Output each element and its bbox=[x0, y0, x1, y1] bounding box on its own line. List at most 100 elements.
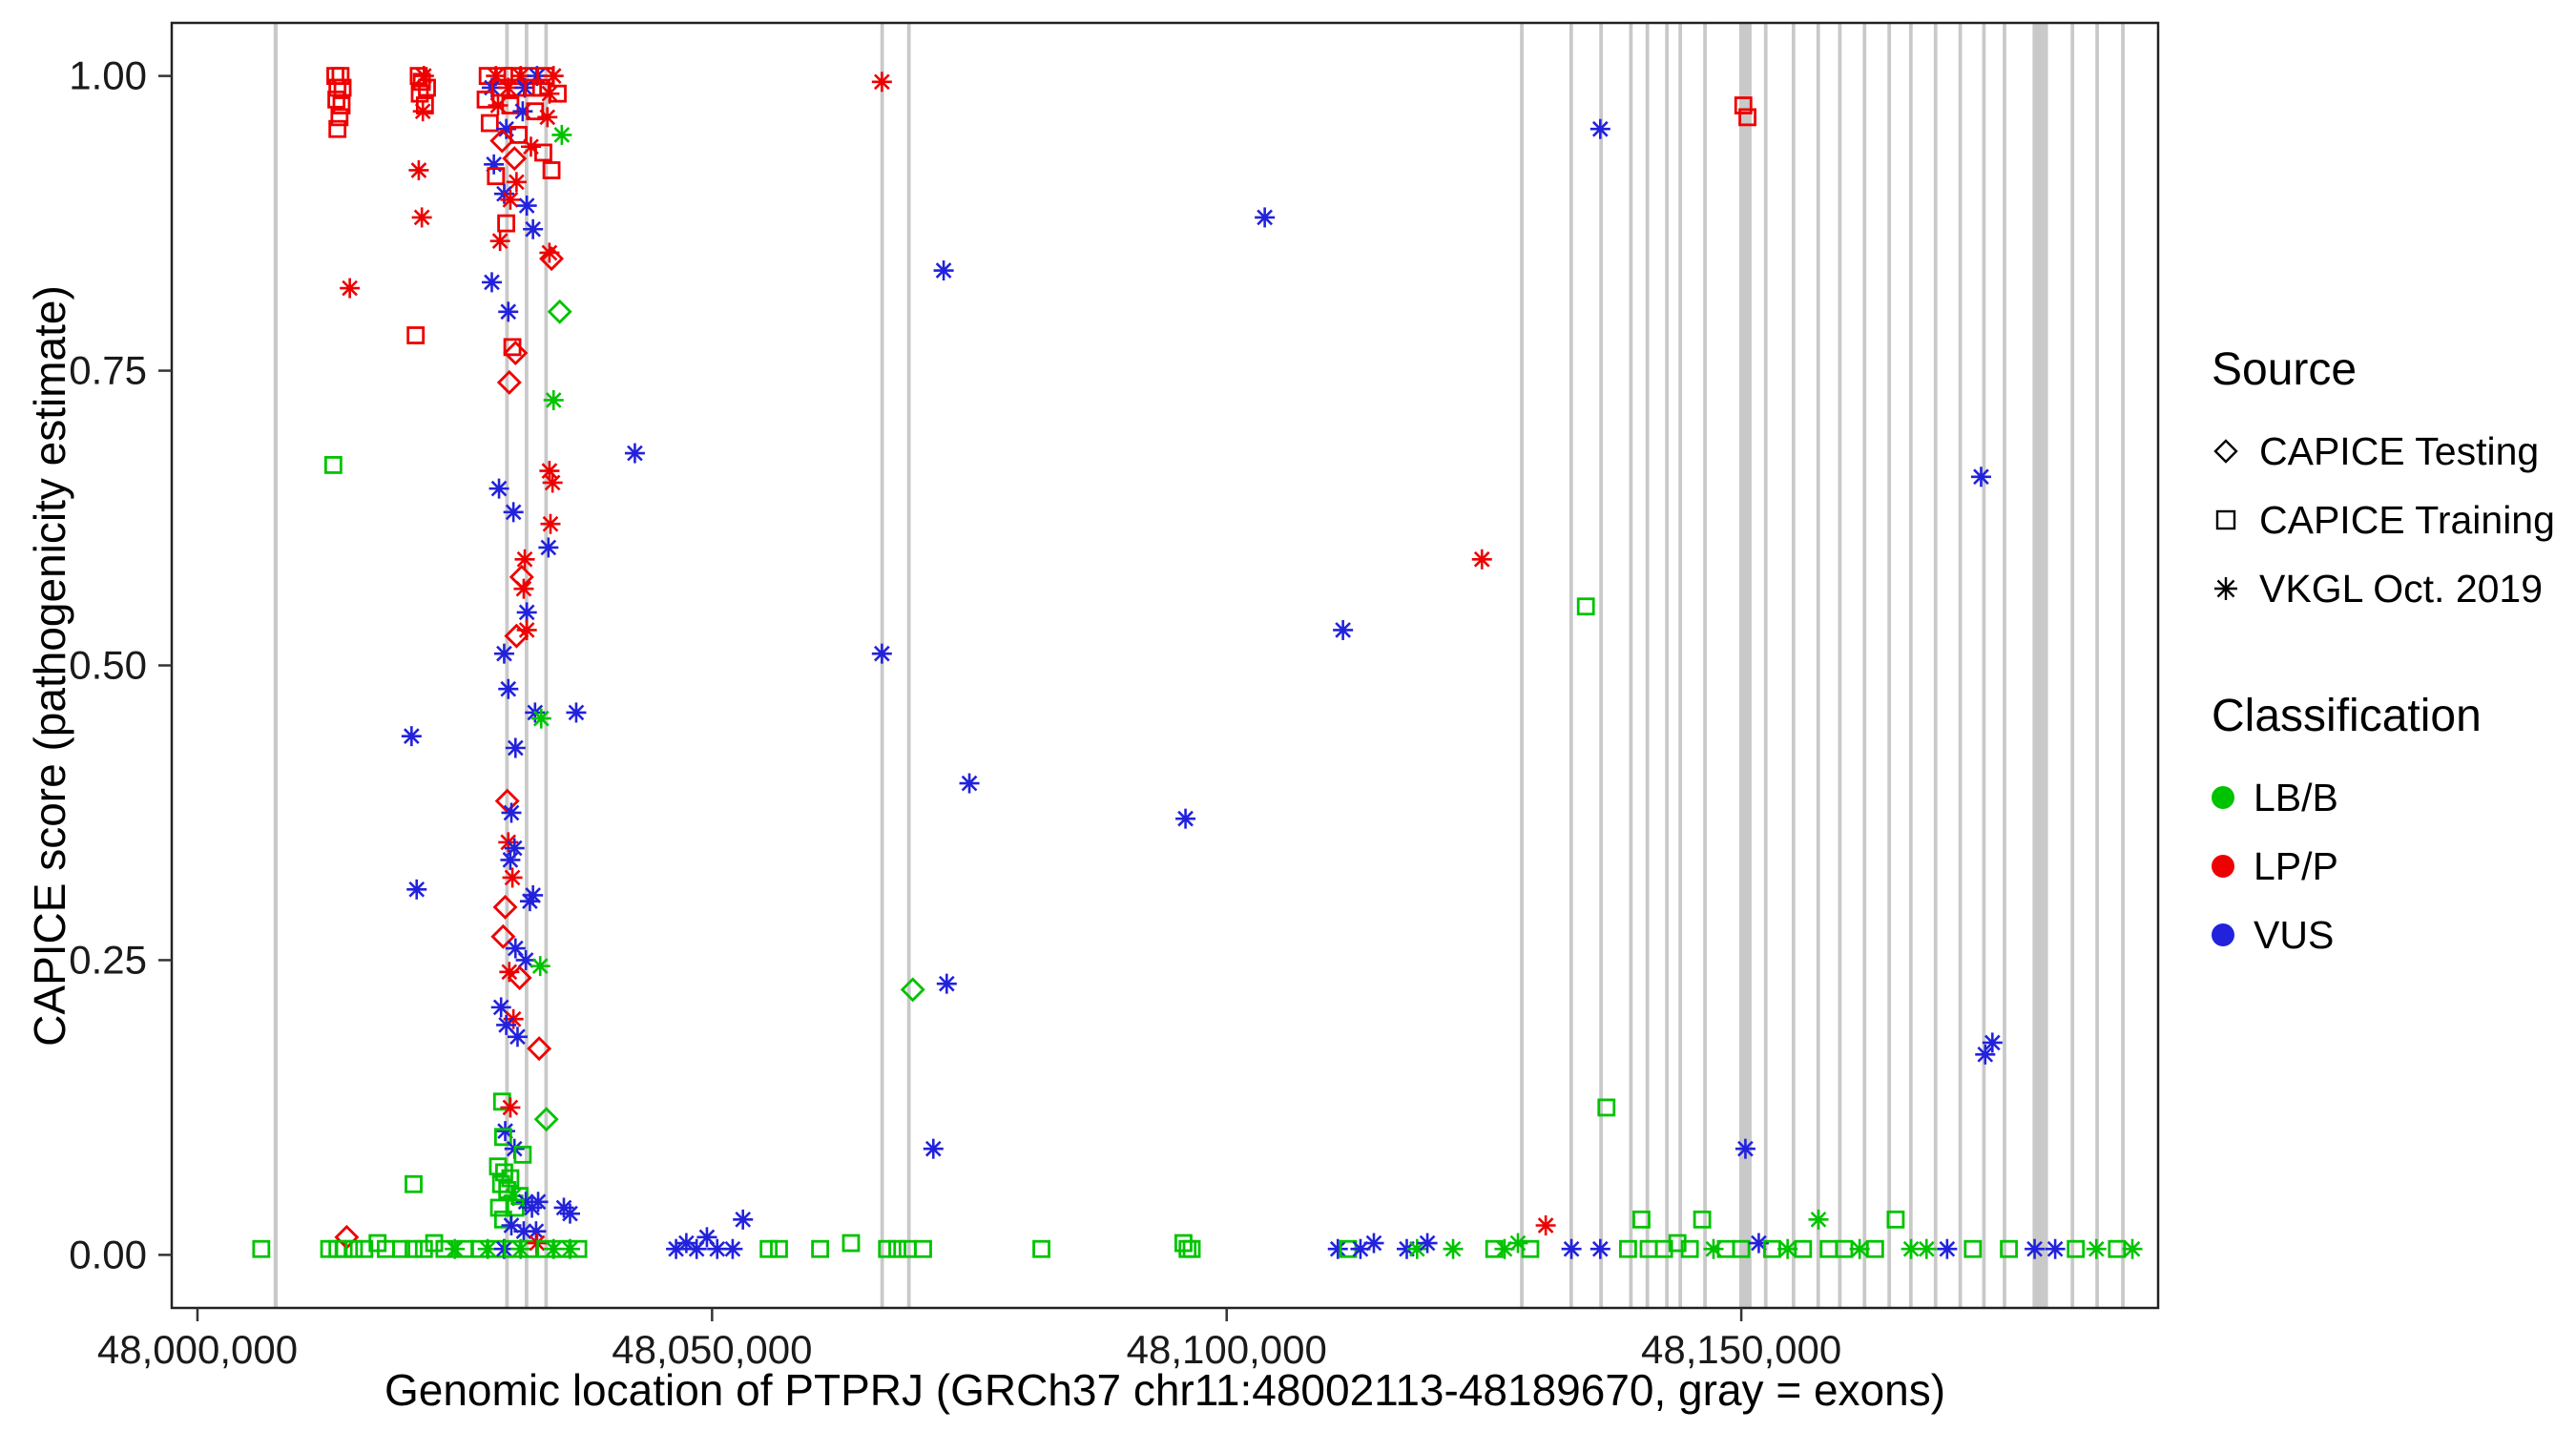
exon-band bbox=[544, 23, 549, 1308]
diamond-icon bbox=[2213, 439, 2238, 464]
data-point-square bbox=[534, 143, 552, 162]
exon-band bbox=[1645, 23, 1650, 1308]
exon-band bbox=[1958, 23, 1963, 1308]
x-tick-label: 48,150,000 bbox=[1641, 1327, 1841, 1372]
data-point-square bbox=[510, 1187, 530, 1206]
data-point-diamond bbox=[507, 965, 532, 990]
exon-band bbox=[1982, 23, 1986, 1308]
data-point-square bbox=[1886, 1210, 1905, 1229]
data-point-square bbox=[480, 114, 499, 133]
data-point-asterisk bbox=[871, 643, 892, 664]
asterisk-icon bbox=[2214, 577, 2237, 600]
data-point-asterisk bbox=[1808, 1209, 1829, 1230]
data-point-square bbox=[498, 1181, 517, 1199]
data-point-asterisk bbox=[539, 461, 560, 482]
data-point-square bbox=[501, 1169, 520, 1188]
data-point-square bbox=[2067, 1239, 2086, 1258]
data-point-square bbox=[414, 1239, 433, 1258]
data-point-asterisk bbox=[408, 159, 429, 180]
data-point-square bbox=[1619, 1239, 1637, 1258]
data-point-asterisk bbox=[488, 478, 509, 499]
data-point-asterisk bbox=[503, 502, 524, 523]
data-point-square bbox=[513, 1145, 532, 1164]
data-point-asterisk bbox=[1589, 118, 1610, 139]
legend-item-label: LP/P bbox=[2254, 843, 2338, 888]
exon-band bbox=[525, 23, 529, 1308]
data-point-square bbox=[1182, 1239, 1201, 1258]
data-point-square bbox=[333, 78, 352, 97]
legend-item-label: LB/B bbox=[2254, 775, 2338, 819]
data-point-asterisk bbox=[933, 260, 954, 281]
exon-band bbox=[1520, 23, 1524, 1308]
data-point-asterisk bbox=[1255, 207, 1276, 228]
data-point-asterisk bbox=[501, 802, 522, 823]
data-point-asterisk bbox=[412, 101, 433, 122]
data-point-asterisk bbox=[498, 301, 519, 322]
data-point-asterisk bbox=[1916, 1238, 1937, 1259]
data-point-asterisk bbox=[2025, 1238, 2046, 1259]
data-point-square bbox=[497, 214, 515, 233]
exon-band bbox=[1678, 23, 1683, 1308]
data-point-asterisk bbox=[923, 1138, 944, 1159]
data-point-asterisk bbox=[520, 136, 541, 157]
data-point-square bbox=[811, 1239, 830, 1258]
x-tick-label: 48,000,000 bbox=[97, 1327, 298, 1372]
legend-item-label: VKGL Oct. 2019 bbox=[2259, 566, 2544, 611]
y-tick-label: 0.00 bbox=[69, 1232, 147, 1276]
data-point-square bbox=[1732, 1239, 1751, 1258]
data-point-square bbox=[569, 1239, 588, 1258]
data-point-asterisk bbox=[1417, 1233, 1438, 1254]
legend-item-lpp: LP/P bbox=[2212, 832, 2574, 901]
data-point-asterisk bbox=[624, 443, 645, 464]
data-point-asterisk bbox=[543, 389, 564, 410]
data-point-asterisk bbox=[523, 884, 544, 905]
legend-item-label: CAPICE Training bbox=[2259, 497, 2555, 542]
legend-source-title: Source bbox=[2212, 344, 2358, 395]
exon-band bbox=[2095, 23, 2099, 1308]
data-point-asterisk bbox=[543, 66, 564, 87]
data-point-square bbox=[1597, 1098, 1616, 1117]
data-point-asterisk bbox=[537, 107, 558, 128]
data-point-asterisk bbox=[502, 867, 523, 888]
data-point-square bbox=[331, 67, 350, 86]
y-axis-title: CAPICE score (pathogenicity estimate) bbox=[25, 285, 74, 1047]
data-point-square bbox=[412, 73, 431, 92]
data-point-square bbox=[1794, 1239, 1813, 1258]
data-point-asterisk bbox=[500, 1097, 521, 1118]
data-point-diamond bbox=[539, 246, 565, 272]
data-point-asterisk bbox=[936, 973, 957, 994]
data-point-square bbox=[888, 1239, 906, 1258]
data-point-square bbox=[1734, 96, 1753, 114]
data-point-asterisk bbox=[516, 602, 537, 623]
data-point-square bbox=[491, 1174, 510, 1193]
data-point-asterisk bbox=[516, 196, 537, 217]
data-point-square bbox=[549, 84, 567, 103]
data-point-square bbox=[252, 1239, 271, 1258]
data-point-square bbox=[344, 1239, 364, 1258]
exon-band bbox=[2121, 23, 2125, 1308]
data-point-asterisk bbox=[1982, 1032, 2003, 1053]
data-point-asterisk bbox=[484, 154, 505, 175]
data-point-diamond bbox=[527, 1036, 552, 1062]
data-point-asterisk bbox=[495, 1121, 516, 1142]
data-point-asterisk bbox=[340, 278, 361, 299]
data-point-square bbox=[759, 1239, 779, 1258]
legend-item-capice-testing: CAPICE Testing bbox=[2212, 417, 2574, 486]
data-point-asterisk bbox=[1327, 1238, 1348, 1259]
data-point-asterisk bbox=[530, 956, 551, 977]
data-point-asterisk bbox=[1471, 549, 1492, 570]
data-point-asterisk bbox=[445, 1238, 466, 1259]
data-point-square bbox=[334, 1239, 353, 1258]
data-point-asterisk bbox=[401, 726, 422, 747]
panel-border bbox=[170, 21, 2160, 1310]
data-point-square bbox=[1668, 1234, 1687, 1253]
data-point-asterisk bbox=[507, 1027, 528, 1047]
exon-band bbox=[505, 23, 509, 1308]
data-point-asterisk bbox=[959, 773, 980, 794]
data-point-diamond bbox=[494, 788, 520, 814]
lbb-dot-icon bbox=[2212, 786, 2234, 809]
exon-band bbox=[1763, 23, 1768, 1308]
exon-band bbox=[1862, 23, 1867, 1308]
data-point-asterisk bbox=[523, 218, 544, 239]
